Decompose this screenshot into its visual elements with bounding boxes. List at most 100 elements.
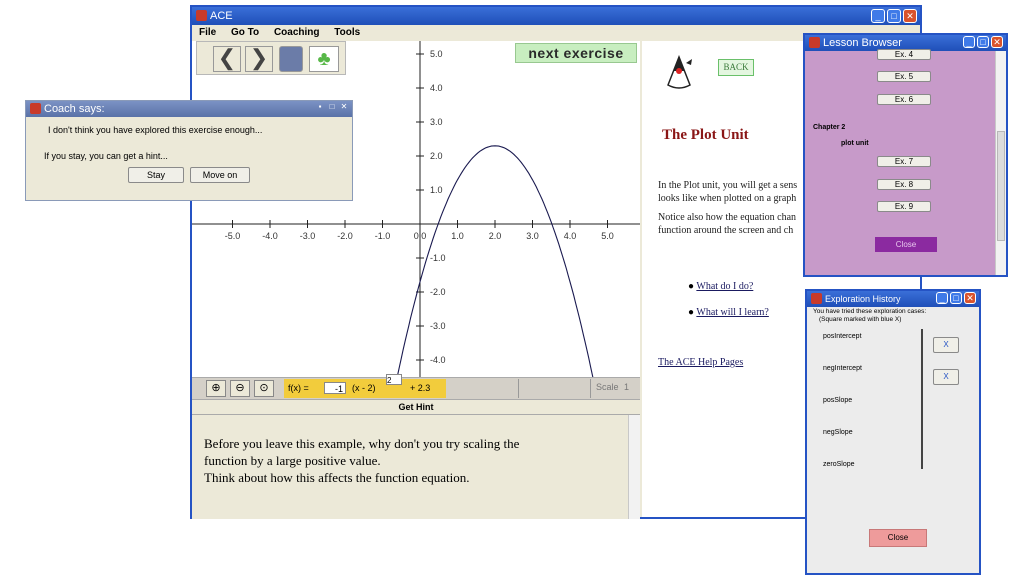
y-tick-label: 2.0	[430, 151, 443, 161]
x-tick-label: 1.0	[451, 231, 464, 241]
main-titlebar: ACE _ □ ✕	[192, 7, 920, 25]
equation-bar: ⊕ ⊖ ⊙ f(x) = -1 (x - 2) 2 + 2.3 Scale 1	[192, 374, 640, 399]
menu-file[interactable]: File	[199, 27, 217, 38]
coach-app-icon	[30, 103, 41, 114]
coach-maximize-icon[interactable]: □	[329, 102, 335, 111]
hint-text-area: Before you leave this example, why don't…	[192, 415, 640, 519]
lesson-app-icon	[809, 37, 820, 48]
java-duke-icon	[664, 54, 694, 91]
y-tick-label: -2.0	[430, 287, 446, 297]
next-exercise-button[interactable]: next exercise	[515, 43, 637, 63]
lesson-maximize-icon[interactable]: □	[977, 36, 989, 48]
case-zero-slope: zeroSlope	[823, 461, 855, 468]
lesson-close-button[interactable]: Close	[875, 237, 937, 252]
lesson-scroll-thumb[interactable]	[997, 131, 1005, 241]
scale-value: 1	[624, 382, 630, 392]
coach-menu-icon[interactable]: ▪	[318, 102, 322, 111]
get-hint-button[interactable]: Get Hint	[192, 399, 640, 415]
x-tick-label: 0.0	[414, 231, 427, 241]
history-close-icon[interactable]: ✕	[964, 292, 976, 304]
stay-button[interactable]: Stay	[128, 167, 184, 183]
history-close-button[interactable]: Close	[869, 529, 927, 547]
back-arrow-icon[interactable]: ❮	[213, 46, 241, 72]
history-title: Exploration History	[825, 294, 901, 304]
minimize-icon[interactable]: _	[871, 9, 885, 23]
history-minimize-icon[interactable]: _	[936, 292, 948, 304]
menu-goto[interactable]: Go To	[231, 27, 260, 38]
intro-line-1: In the Plot unit, you will get a sens	[658, 180, 798, 191]
lesson-ex-6-button[interactable]: Ex. 6	[877, 94, 931, 105]
graph-plot[interactable]: -5.0 -4.0 -3.0 -2.0 -1.0 0.0 1.0 2.0 3.0 4.0 5.0 5.…	[192, 41, 640, 377]
neg-intercept-mark: X	[933, 369, 959, 385]
lesson-ex-8-button[interactable]: Ex. 8	[877, 179, 931, 190]
hint-line-3: Think about how this affects the functio…	[204, 470, 470, 485]
history-divider	[921, 329, 923, 469]
forward-arrow-icon[interactable]: ❯	[245, 46, 273, 72]
lesson-browser-window: Lesson Browser _ □ ✕ Ex. 4 Ex. 5 Ex. 6 C…	[803, 33, 1008, 277]
main-window-title: ACE	[210, 10, 233, 22]
coach-dialog: Coach says: ▪ □ ✕ I don't think you have…	[25, 100, 353, 201]
case-pos-intercept: posIntercept	[823, 333, 862, 340]
maximize-icon[interactable]: □	[887, 9, 901, 23]
x-tick-label: -4.0	[262, 231, 278, 241]
bullet-icon: ●	[688, 307, 695, 318]
history-note-2: (Square marked with blue X)	[819, 316, 902, 323]
case-pos-slope: posSlope	[823, 397, 853, 404]
what-do-i-do-link[interactable]: What do I do?	[696, 281, 754, 292]
back-button[interactable]: BACK	[718, 59, 754, 76]
zoom-in-icon[interactable]: ⊕	[206, 380, 226, 397]
what-will-i-learn-link[interactable]: What will I learn?	[696, 307, 769, 318]
lesson-scrollbar[interactable]	[995, 51, 1006, 275]
zoom-reset-icon[interactable]: ⊙	[254, 380, 274, 397]
move-on-button[interactable]: Move on	[190, 167, 250, 183]
coach-message-2: If you stay, you can get a hint...	[44, 151, 168, 161]
notice-line-1: Notice also how the equation chan	[658, 212, 797, 223]
java-app-icon	[196, 10, 207, 21]
x-tick-label: 4.0	[564, 231, 577, 241]
x-tick-label: 2.0	[489, 231, 502, 241]
equation-prefix: f(x) =	[288, 383, 309, 393]
coach-close-icon[interactable]: ✕	[340, 102, 348, 111]
unit-label: plot unit	[841, 140, 869, 147]
tree-icon[interactable]: ♣	[309, 46, 339, 72]
coach-titlebar: Coach says: ▪ □ ✕	[26, 101, 352, 117]
intro-line-2: looks like when plotted on a graph	[658, 193, 797, 204]
hint-line-2: function by a large positive value.	[204, 453, 381, 468]
y-tick-label: -1.0	[430, 253, 446, 263]
coach-message-1: I don't think you have explored this exe…	[48, 125, 263, 135]
nav-toolbar: ❮ ❯ ♣	[196, 41, 346, 75]
lesson-close-icon[interactable]: ✕	[991, 36, 1003, 48]
hint-scrollbar[interactable]	[628, 415, 640, 519]
lesson-ex-4-button[interactable]: Ex. 4	[877, 49, 931, 60]
y-tick-label: 3.0	[430, 117, 443, 127]
x-tick-label: -1.0	[375, 231, 391, 241]
equation-term: (x - 2)	[352, 383, 376, 393]
lesson-ex-7-button[interactable]: Ex. 7	[877, 156, 931, 167]
case-neg-slope: negSlope	[823, 429, 853, 436]
history-note-1: You have tried these exploration cases:	[813, 308, 927, 315]
bullet-icon: ●	[688, 281, 695, 292]
lesson-ex-5-button[interactable]: Ex. 5	[877, 71, 931, 82]
y-tick-label: 4.0	[430, 83, 443, 93]
zoom-out-icon[interactable]: ⊖	[230, 380, 250, 397]
scale-panel	[518, 379, 519, 398]
exponent-input[interactable]: 2	[386, 374, 402, 385]
lesson-minimize-icon[interactable]: _	[963, 36, 975, 48]
close-icon[interactable]: ✕	[903, 9, 917, 23]
case-neg-intercept: negIntercept	[823, 365, 862, 372]
menu-coaching[interactable]: Coaching	[273, 27, 320, 38]
pos-intercept-mark: X	[933, 337, 959, 353]
lesson-ex-9-button[interactable]: Ex. 9	[877, 201, 931, 212]
unit-heading: The Plot Unit	[662, 127, 749, 143]
history-maximize-icon[interactable]: □	[950, 292, 962, 304]
exploration-history-window: Exploration History _ □ ✕ You have tried…	[805, 289, 981, 575]
notebook-icon[interactable]	[279, 46, 303, 72]
y-tick-label: 5.0	[430, 49, 443, 59]
menu-tools[interactable]: Tools	[334, 27, 361, 38]
equation-suffix: + 2.3	[410, 383, 431, 393]
coefficient-input[interactable]: -1	[324, 382, 346, 394]
hint-line-1: Before you leave this example, why don't…	[204, 436, 520, 451]
y-tick-label: 1.0	[430, 185, 443, 195]
scale-panel-divider	[590, 379, 591, 398]
help-pages-link[interactable]: The ACE Help Pages	[658, 357, 744, 368]
